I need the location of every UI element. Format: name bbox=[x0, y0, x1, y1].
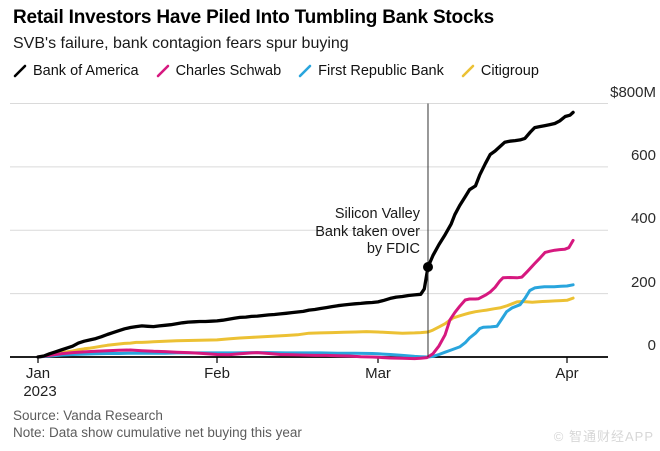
series-lines-group bbox=[36, 110, 575, 361]
x-axis-tick-label: Jan bbox=[25, 365, 51, 382]
x-axis-tick-label: Apr bbox=[555, 365, 579, 382]
line-swatch-icon bbox=[156, 64, 169, 78]
x-axis-tick-label: Mar bbox=[365, 365, 391, 382]
y-axis-tick-label: 600 bbox=[630, 146, 656, 164]
y-axis-tick-label: $800M bbox=[610, 83, 656, 101]
event-marker-group bbox=[422, 103, 433, 357]
legend-item-first-republic-bank: First Republic Bank bbox=[298, 63, 444, 79]
line-swatch-icon bbox=[461, 64, 475, 78]
legend-item-citigroup: Citigroup bbox=[461, 63, 539, 79]
series-line-citigroup bbox=[36, 296, 575, 359]
chart-legend: Bank of America Charles Schwab First Rep… bbox=[13, 63, 653, 79]
legend-label: Charles Schwab bbox=[175, 63, 282, 79]
data-note: Note: Data show cumulative net buying th… bbox=[13, 424, 302, 440]
chart-title: Retail Investors Have Piled Into Tumblin… bbox=[13, 7, 495, 28]
legend-label: Citigroup bbox=[480, 63, 539, 79]
legend-item-charles-schwab: Charles Schwab bbox=[156, 63, 282, 79]
legend-label: Bank of America bbox=[33, 63, 139, 79]
source-note: Source: Vanda Research bbox=[13, 408, 163, 423]
series-line-bank-of-america bbox=[36, 110, 575, 359]
event-annotation-line: Bank taken over bbox=[315, 223, 420, 240]
y-axis-tick-label: 0 bbox=[647, 337, 656, 354]
x-axis-year-label: 2023 bbox=[23, 383, 57, 400]
event-annotation: Silicon Valley Bank taken over by FDIC bbox=[315, 206, 420, 259]
series-line-first-republic-bank bbox=[36, 283, 575, 359]
event-annotation-line: Silicon Valley bbox=[334, 206, 420, 222]
line-swatch-icon bbox=[298, 64, 312, 78]
line-swatch-icon bbox=[13, 64, 27, 78]
y-axis-tick-label: 200 bbox=[630, 273, 656, 291]
gridlines-group bbox=[10, 103, 608, 363]
legend-item-bank-of-america: Bank of America bbox=[13, 63, 139, 79]
chart-footer: Source: Vanda Research Note: Data show c… bbox=[13, 408, 302, 441]
chart-header: Retail Investors Have Piled Into Tumblin… bbox=[13, 6, 653, 79]
event-annotation-line: by FDIC bbox=[366, 241, 420, 257]
legend-label: First Republic Bank bbox=[318, 63, 444, 79]
series-line-charles-schwab bbox=[36, 238, 575, 361]
x-axis-tick-label: Feb bbox=[204, 365, 230, 382]
y-axis-tick-label: 400 bbox=[630, 210, 656, 228]
chart-subtitle: SVB's failure, bank contagion fears spur… bbox=[13, 35, 349, 52]
event-marker-dot bbox=[422, 262, 433, 273]
watermark: © 智通财经APP bbox=[553, 429, 654, 444]
